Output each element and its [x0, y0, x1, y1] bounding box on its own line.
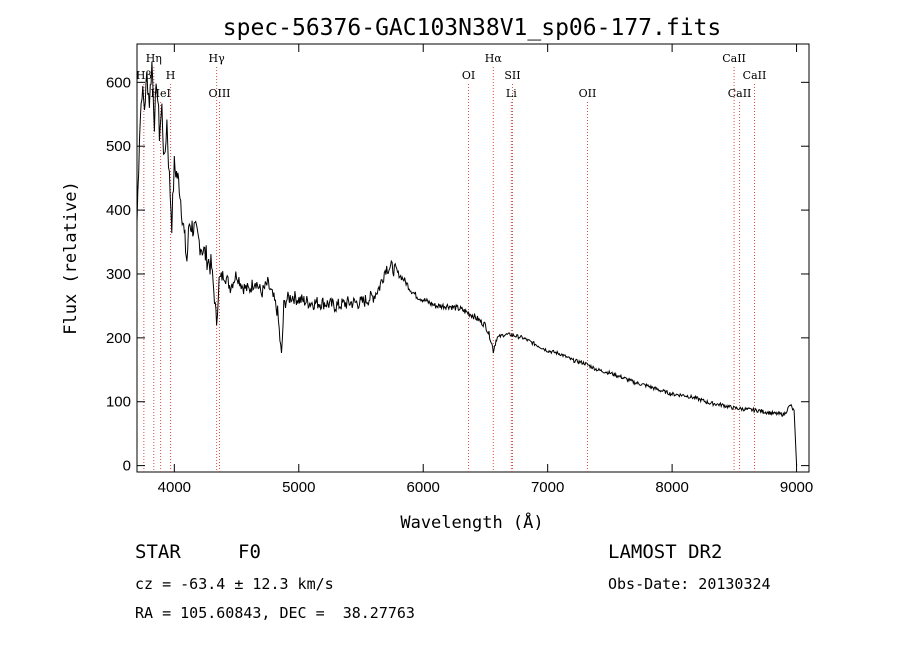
spectral-line-label-13: CaII — [728, 87, 752, 100]
spectral-line-label-5: OIII — [208, 87, 230, 100]
y-tick-label-0: 0 — [123, 458, 131, 475]
axis-ticks-layer: 4000 5000 6000 7000 8000 9000 0 100 200 300 400 500… — [106, 44, 813, 496]
plot-frame — [136, 43, 810, 473]
spectral-line-label-8: SII — [504, 69, 520, 82]
spectral-line-label-2: H — [166, 69, 176, 82]
x-axis-label: Wavelength (Å) — [400, 511, 543, 533]
chart-title: spec-56376-GAC103N38V1_sp06-177.fits — [223, 15, 722, 41]
spectral-line-label-7: Hα — [485, 52, 503, 65]
spectrum-line — [136, 61, 798, 466]
spectral-line-label-11: CaII — [722, 52, 746, 65]
object-subclass: F0 — [238, 541, 261, 563]
spectral-line-label-9: Li — [506, 87, 517, 100]
spectral-line-label-4: Hγ — [209, 52, 226, 65]
object-class: STAR — [135, 541, 181, 563]
x-tick-label-5: 9000 — [780, 479, 813, 496]
y-tick-label-5: 500 — [106, 138, 131, 155]
survey-label: LAMOST DR2 — [608, 541, 723, 563]
x-tick-label-4: 8000 — [655, 479, 688, 496]
x-tick-label-2: 6000 — [407, 479, 440, 496]
spectral-line-label-1: Hβ — [136, 69, 152, 82]
x-tick-label-1: 5000 — [282, 479, 315, 496]
spectral-line-label-12: CaII — [743, 69, 767, 82]
spectral-line-label-6: OI — [462, 69, 475, 82]
y-tick-label-2: 200 — [106, 330, 131, 347]
coordinates-text: RA = 105.60843, DEC = 38.27763 — [135, 604, 415, 622]
spectral-line-label-10: OII — [579, 87, 597, 100]
redshift-text: cz = -63.4 ± 12.3 km/s — [135, 575, 334, 593]
obs-date-text: Obs-Date: 20130324 — [608, 575, 771, 593]
y-tick-label-1: 100 — [106, 394, 131, 411]
y-tick-label-4: 400 — [106, 202, 131, 219]
y-tick-label-3: 300 — [106, 266, 131, 283]
spectral-line-label-0: Hη — [146, 52, 162, 65]
y-tick-label-6: 600 — [106, 74, 131, 91]
y-axis-label: Flux (relative) — [61, 181, 81, 335]
x-tick-label-0: 4000 — [158, 479, 191, 496]
x-tick-label-3: 7000 — [531, 479, 564, 496]
